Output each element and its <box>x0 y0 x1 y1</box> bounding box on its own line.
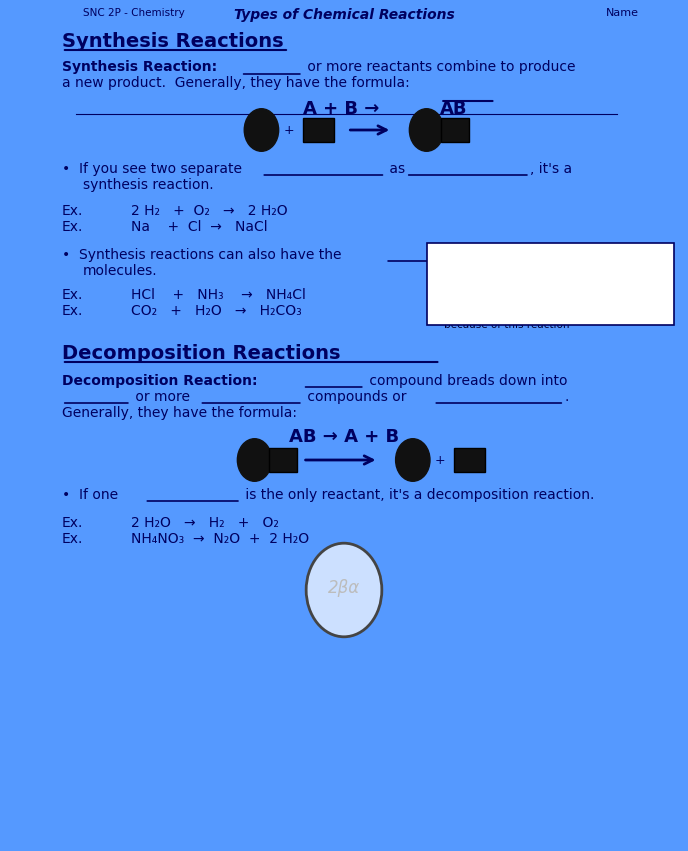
Text: Ex.: Ex. <box>62 204 83 218</box>
Text: AB → A + B: AB → A + B <box>289 428 399 446</box>
Text: SNC 2P - Chemistry: SNC 2P - Chemistry <box>83 8 184 18</box>
Text: Na    +  Cl  →   NaCl: Na + Cl → NaCl <box>131 220 268 234</box>
Text: compounds or: compounds or <box>303 390 406 404</box>
Text: Ex.: Ex. <box>62 288 83 302</box>
Text: Synthesis Reactions: Synthesis Reactions <box>62 32 283 51</box>
Text: Synthesis Reaction:: Synthesis Reaction: <box>62 60 217 74</box>
Text: or more reactants combine to produce: or more reactants combine to produce <box>303 60 575 74</box>
Text: Decomposition Reactions: Decomposition Reactions <box>62 344 341 363</box>
Text: •  If you see two separate: • If you see two separate <box>62 162 242 176</box>
Text: •  Synthesis reactions can also have the: • Synthesis reactions can also have the <box>62 248 341 262</box>
Text: Name: Name <box>605 8 638 18</box>
Text: a new product.  Generally, they have the formula:: a new product. Generally, they have the … <box>62 76 409 90</box>
Text: •  If one: • If one <box>62 488 118 502</box>
Text: 2βα: 2βα <box>328 579 360 597</box>
Text: is the only reactant, it's a decomposition reaction.: is the only reactant, it's a decompositi… <box>241 488 594 502</box>
Text: molecules.: molecules. <box>83 264 157 278</box>
Text: compound breads down into: compound breads down into <box>365 374 567 388</box>
Text: HCl    +   NH₃    →   NH₄Cl: HCl + NH₃ → NH₄Cl <box>131 288 305 302</box>
Text: Types of Chemical Reactions: Types of Chemical Reactions <box>234 8 454 22</box>
Text: Ex.: Ex. <box>62 304 83 318</box>
Text: Ex.: Ex. <box>62 532 83 546</box>
Text: synthesis reaction.: synthesis reaction. <box>83 178 213 192</box>
Text: H₂CO₃ is carbonic acid
Normal rainwater is acidic
because of this reaction: H₂CO₃ is carbonic acid Normal rainwater … <box>444 292 581 330</box>
Text: 2 H₂O   →   H₂   +   O₂: 2 H₂O → H₂ + O₂ <box>131 516 279 530</box>
Text: A + B →: A + B → <box>303 100 385 118</box>
Text: as: as <box>385 162 405 176</box>
Text: or more: or more <box>131 390 190 404</box>
Text: Decomposition Reaction:: Decomposition Reaction: <box>62 374 257 388</box>
Text: of small: of small <box>502 248 561 262</box>
Text: Generally, they have the formula:: Generally, they have the formula: <box>62 406 297 420</box>
Text: +: + <box>435 454 446 466</box>
Text: +: + <box>283 123 294 136</box>
Text: .: . <box>564 390 568 404</box>
Text: CO₂   +   H₂O   →   H₂CO₃: CO₂ + H₂O → H₂CO₃ <box>131 304 301 318</box>
Text: Ex.: Ex. <box>62 220 83 234</box>
Text: AB: AB <box>440 100 468 118</box>
Text: 2 H₂   +  O₂   →   2 H₂O: 2 H₂ + O₂ → 2 H₂O <box>131 204 288 218</box>
Text: Ex.: Ex. <box>62 516 83 530</box>
Text: , it's a: , it's a <box>530 162 572 176</box>
Text: NH₄NO₃  →  N₂O  +  2 H₂O: NH₄NO₃ → N₂O + 2 H₂O <box>131 532 309 546</box>
